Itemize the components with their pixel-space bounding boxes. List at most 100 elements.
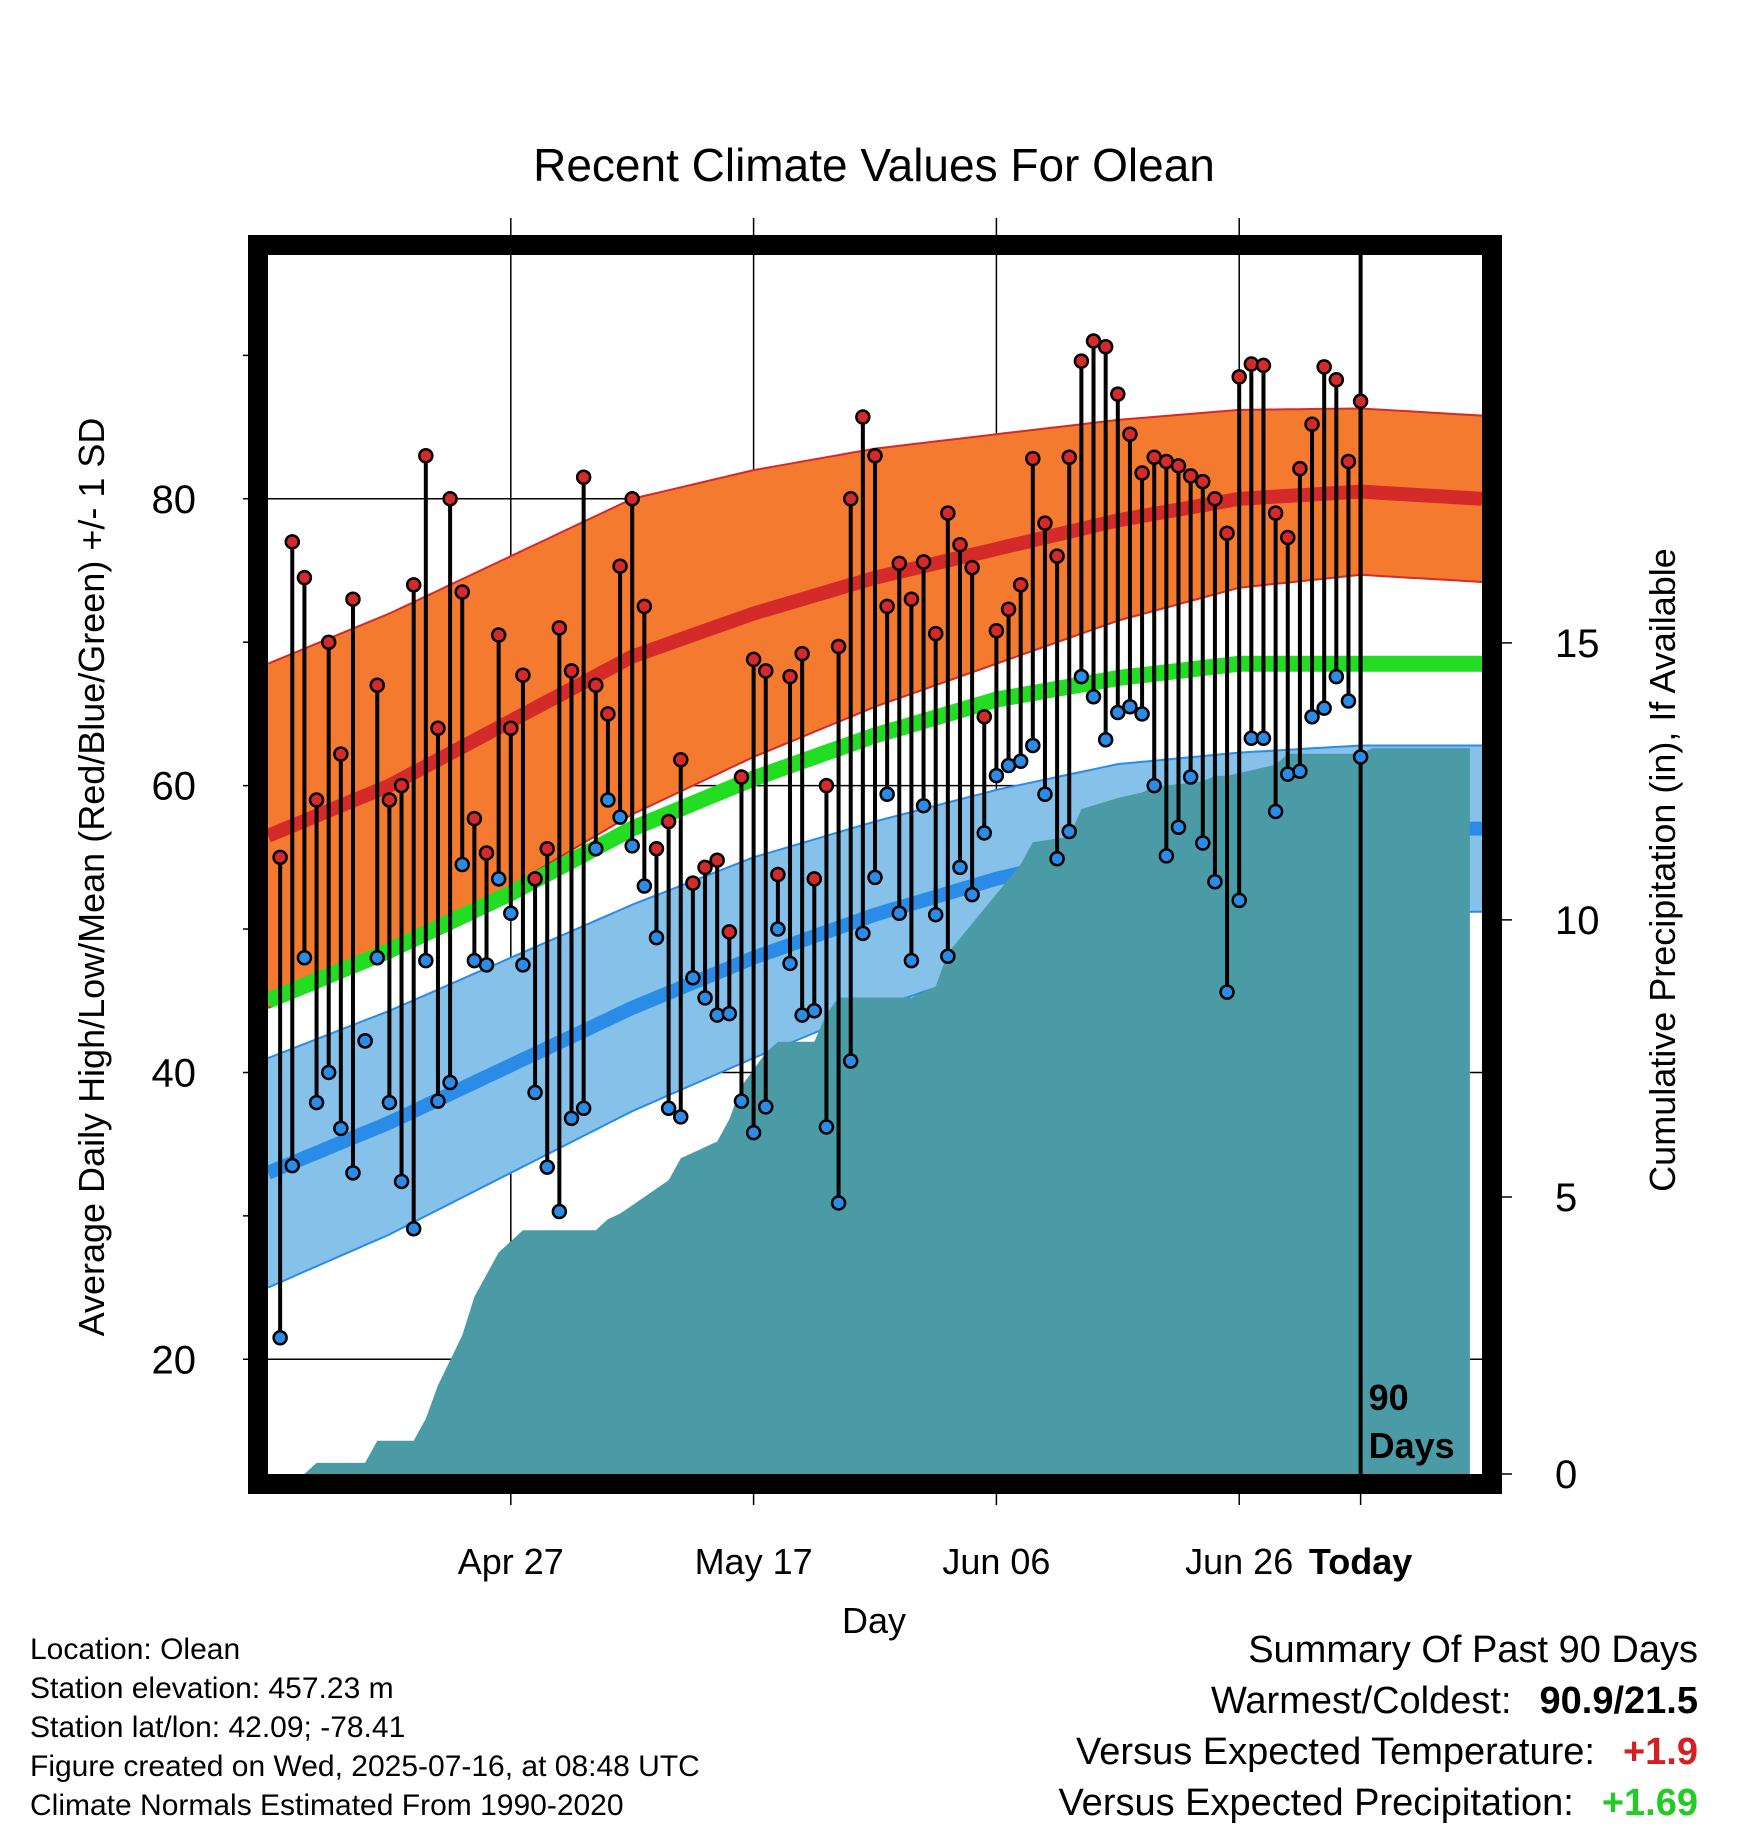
y-tick-label: 20 bbox=[152, 1338, 197, 1382]
daily-low-point bbox=[296, 949, 313, 966]
daily-high-point bbox=[879, 598, 895, 615]
daily-low-point bbox=[539, 1159, 555, 1175]
daily-low-point bbox=[430, 1093, 446, 1109]
y2-axis-label: Cumulative Precipitation (in), If Availa… bbox=[1642, 548, 1683, 1192]
daily-high-point bbox=[673, 752, 689, 768]
daily-low-point bbox=[648, 929, 665, 946]
daily-high-point bbox=[1025, 450, 1041, 467]
daily-low-point bbox=[952, 859, 968, 876]
daily-high-point bbox=[345, 591, 361, 607]
precip-anomaly-label: Versus Expected Precipitation: bbox=[1058, 1782, 1574, 1824]
daily-high-point bbox=[988, 622, 1005, 639]
daily-high-point bbox=[563, 663, 580, 679]
daily-high-point bbox=[624, 491, 640, 507]
daily-low-point bbox=[1304, 709, 1320, 725]
daily-low-point bbox=[903, 952, 920, 969]
daily-high-point bbox=[867, 448, 883, 464]
daily-low-point bbox=[830, 1195, 847, 1211]
daily-low-point bbox=[782, 955, 798, 972]
daily-high-point bbox=[588, 677, 604, 693]
daily-high-point bbox=[830, 638, 847, 655]
daily-low-point bbox=[806, 1003, 823, 1019]
daily-low-point bbox=[381, 1094, 398, 1111]
daily-low-point bbox=[1122, 698, 1138, 715]
daily-high-point bbox=[308, 792, 325, 808]
daily-low-point bbox=[333, 1120, 349, 1137]
warm-cold-row: Warmest/Coldest: 90.9/21.5 bbox=[1058, 1676, 1698, 1727]
created-text: Figure created on Wed, 2025-07-16, at 08… bbox=[30, 1750, 700, 1783]
daily-high-point bbox=[515, 667, 531, 683]
station-info: Location: Olean Station elevation: 457.2… bbox=[30, 1630, 700, 1825]
daily-low-point bbox=[1316, 700, 1332, 716]
daily-high-point bbox=[1231, 369, 1247, 385]
location-text: Location: Olean bbox=[30, 1633, 241, 1666]
daily-low-point bbox=[1049, 851, 1065, 867]
elevation-text: Station elevation: 457.23 m bbox=[30, 1672, 394, 1705]
daily-low-point bbox=[308, 1094, 325, 1111]
daily-high-point bbox=[454, 584, 470, 600]
normals-text: Climate Normals Estimated From 1990-2020 bbox=[30, 1789, 624, 1822]
daily-high-point bbox=[733, 769, 750, 785]
daily-high-point bbox=[1352, 393, 1369, 410]
daily-low-point bbox=[624, 838, 640, 854]
daily-low-point bbox=[405, 1221, 422, 1237]
daily-high-point bbox=[1097, 339, 1114, 355]
temp-anomaly-value: +1.9 bbox=[1622, 1731, 1698, 1773]
daily-low-point bbox=[1352, 749, 1369, 765]
daily-high-point bbox=[418, 448, 434, 464]
daily-high-point bbox=[842, 491, 859, 507]
daily-low-point bbox=[1158, 848, 1175, 864]
daily-low-point bbox=[345, 1165, 361, 1181]
daily-high-point bbox=[1037, 515, 1053, 531]
x-tick-label: Today bbox=[1309, 1541, 1412, 1582]
daily-high-point bbox=[405, 577, 422, 593]
daily-low-point bbox=[478, 957, 495, 973]
daily-low-point bbox=[1061, 823, 1077, 840]
daily-low-point bbox=[673, 1109, 689, 1125]
daily-low-point bbox=[1292, 763, 1308, 780]
daily-low-point bbox=[721, 1005, 738, 1022]
precip-anomaly-row: Versus Expected Precipitation: +1.69 bbox=[1058, 1778, 1698, 1829]
daily-high-point bbox=[1134, 465, 1150, 481]
daily-high-point bbox=[478, 845, 495, 861]
precip-anomaly-value: +1.69 bbox=[1601, 1782, 1698, 1824]
daily-low-point bbox=[818, 1119, 835, 1135]
daily-low-point bbox=[284, 1157, 301, 1174]
daily-high-point bbox=[685, 875, 701, 891]
daily-low-point bbox=[940, 948, 956, 965]
temp-anomaly-label: Versus Expected Temperature: bbox=[1076, 1731, 1595, 1773]
daily-high-point bbox=[1182, 468, 1199, 484]
daily-high-point bbox=[612, 558, 628, 574]
daily-low-point bbox=[1146, 777, 1162, 794]
daily-high-point bbox=[1061, 449, 1077, 465]
daily-low-point bbox=[1134, 706, 1150, 722]
latlon-text: Station lat/lon: 42.09; -78.41 bbox=[30, 1711, 406, 1744]
daily-high-point bbox=[636, 598, 653, 615]
daily-low-point bbox=[1207, 873, 1223, 890]
daily-low-point bbox=[855, 925, 871, 942]
daily-low-point bbox=[393, 1173, 410, 1190]
today-label-unit: Days bbox=[1369, 1425, 1455, 1466]
daily-high-point bbox=[976, 709, 993, 725]
daily-low-point bbox=[915, 797, 932, 814]
daily-high-point bbox=[1122, 426, 1138, 443]
daily-high-point bbox=[575, 469, 592, 486]
daily-high-point bbox=[648, 840, 665, 857]
daily-low-point bbox=[1195, 835, 1211, 851]
x-tick-label: Apr 27 bbox=[458, 1541, 564, 1582]
daily-high-point bbox=[915, 554, 932, 570]
daily-high-point bbox=[1012, 577, 1029, 593]
x-tick-label: May 17 bbox=[695, 1541, 813, 1582]
daily-low-point bbox=[454, 856, 470, 873]
daily-high-point bbox=[1328, 372, 1345, 388]
daily-low-point bbox=[745, 1124, 762, 1141]
daily-low-point bbox=[1073, 668, 1090, 685]
daily-low-point bbox=[600, 792, 616, 808]
daily-low-point bbox=[1037, 786, 1053, 802]
y-tick-label: 60 bbox=[152, 765, 197, 809]
daily-high-point bbox=[296, 569, 313, 586]
daily-high-point bbox=[757, 663, 774, 679]
daily-high-point bbox=[903, 591, 920, 607]
daily-high-point bbox=[393, 777, 410, 794]
